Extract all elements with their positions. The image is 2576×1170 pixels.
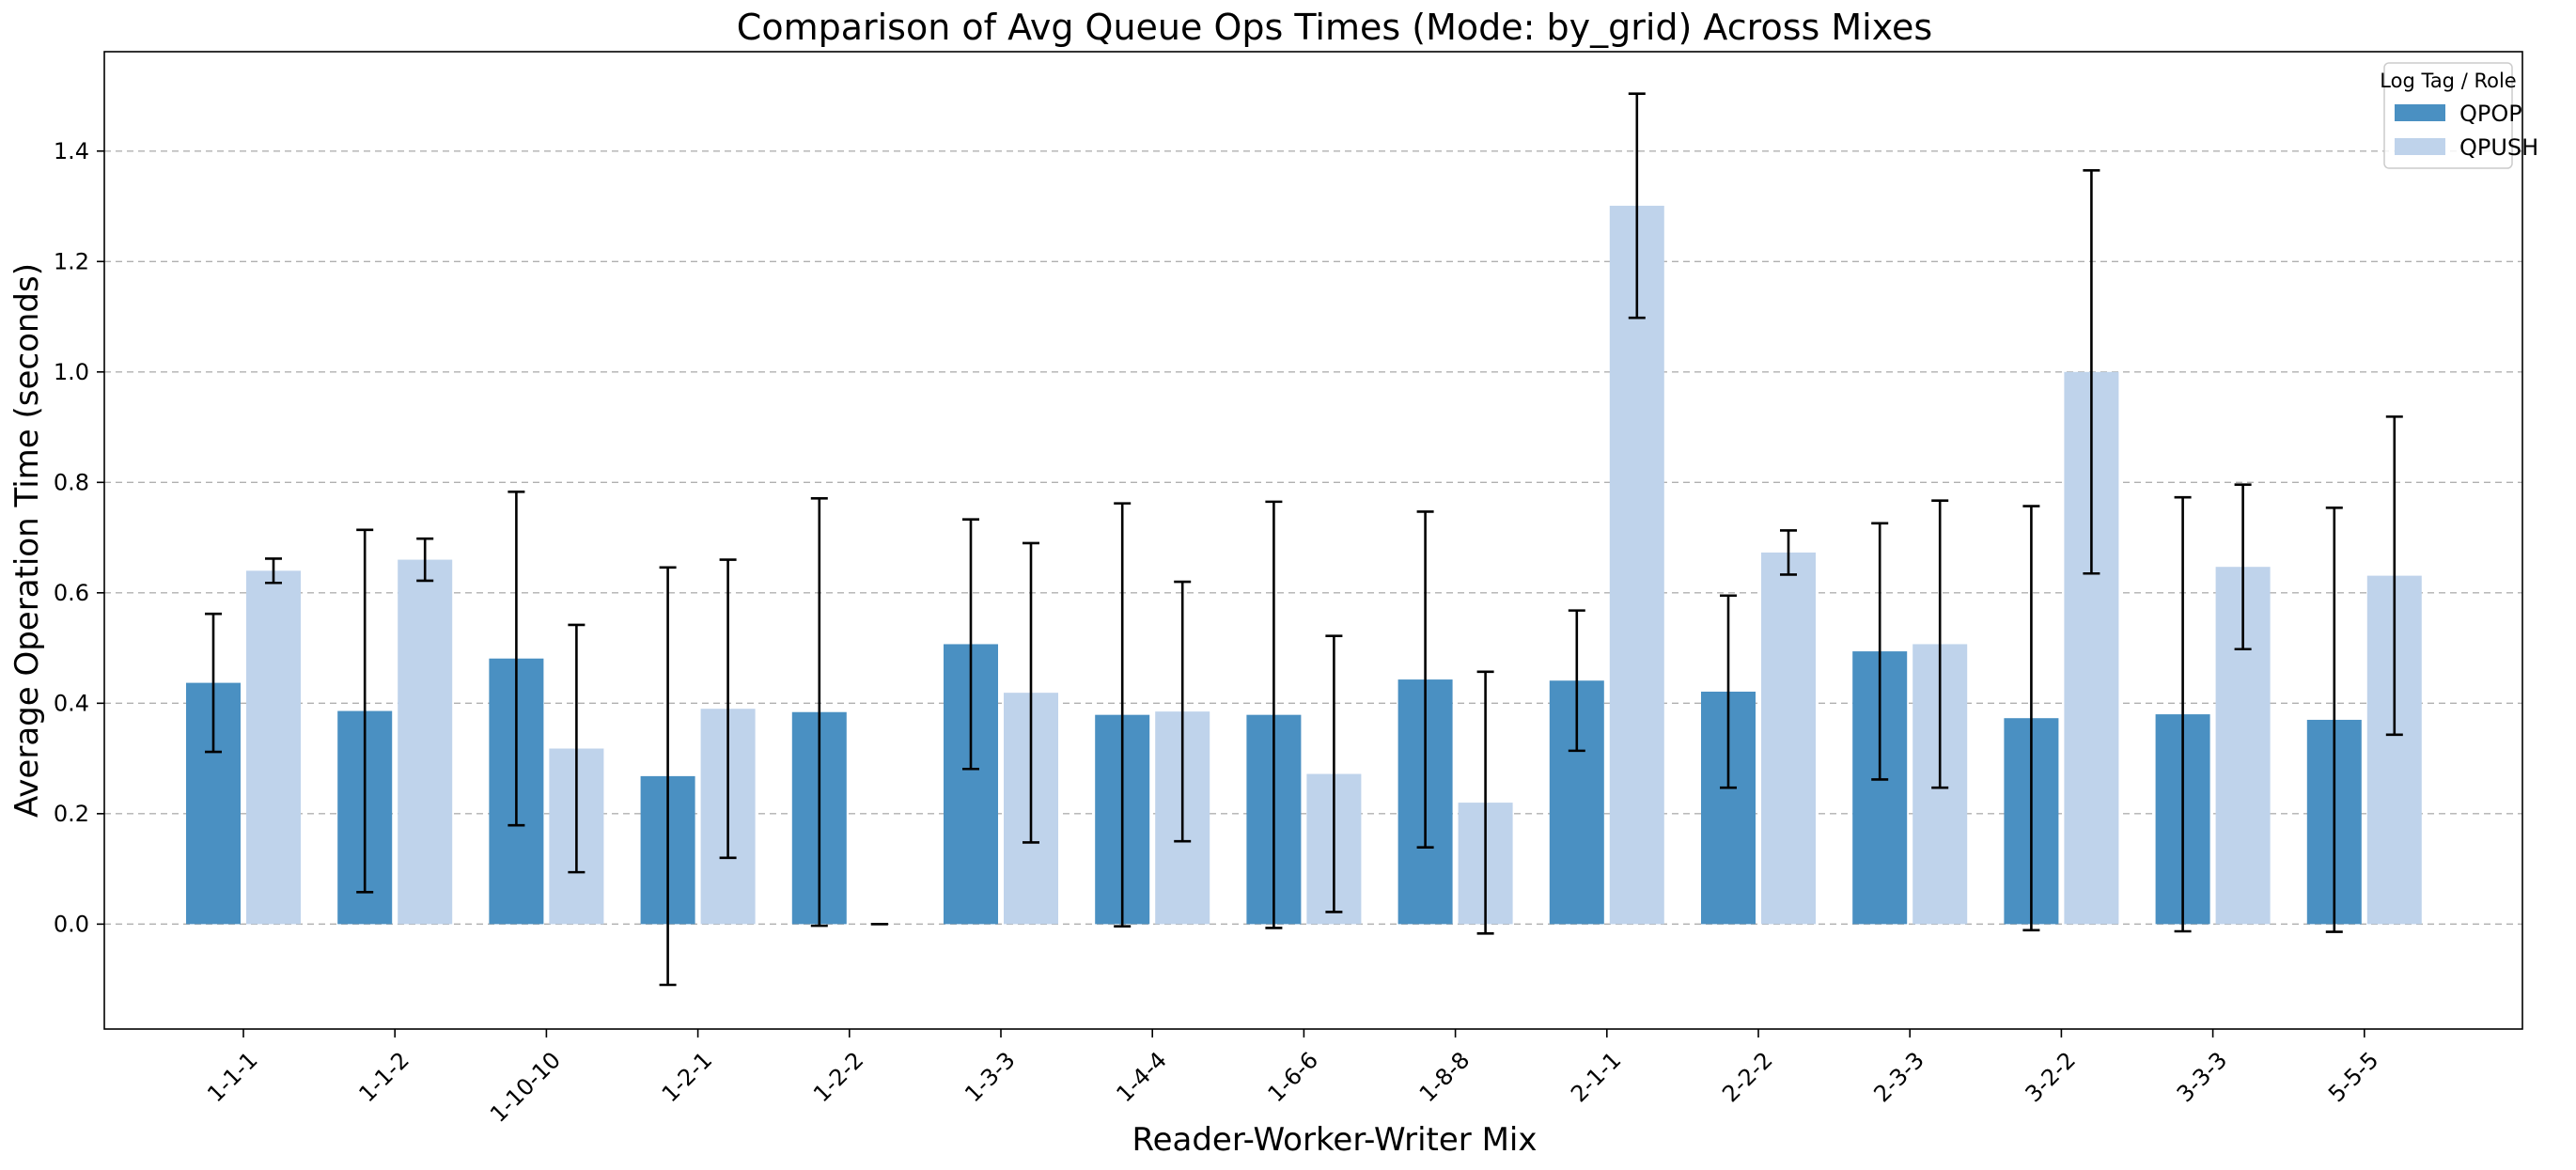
- error-bar-qpush-1-4-4: [1174, 580, 1192, 843]
- x-tick-label: 2-2-2: [1717, 1047, 1777, 1107]
- y-tick-label: 0.8: [54, 469, 89, 495]
- bar-qpush-2-1-1: [1609, 205, 1664, 925]
- legend: Log Tag / Role QPOP QPUSH: [2380, 62, 2538, 169]
- x-tick-label: 3-3-3: [2172, 1047, 2232, 1107]
- legend-label-qpush: QPUSH: [2459, 134, 2538, 161]
- x-tick-label: 1-1-2: [353, 1047, 414, 1107]
- x-tick-label: 1-2-1: [657, 1047, 717, 1107]
- error-bar-qpop-2-2-2: [1720, 594, 1737, 789]
- x-tick-label: 1-10-10: [485, 1047, 566, 1128]
- error-bar-qpop-1-2-1: [659, 566, 677, 987]
- error-bar-qpop-1-4-4: [1114, 502, 1132, 928]
- y-tick-label: 0.0: [54, 911, 89, 937]
- y-axis-ticks: 0.0 0.2 0.4 0.6 0.8 1.0 1.2 1.4: [54, 138, 104, 937]
- x-axis-ticks: 1-1-1 1-1-2 1-10-10 1-2-1 1-2-2 1-3-3 1-4-4 1-6…: [202, 1029, 2383, 1128]
- legend-swatch-qpush: [2395, 138, 2445, 155]
- bars: [186, 205, 2422, 925]
- error-bar-qpush-5-5-5: [2385, 415, 2403, 737]
- error-bar-qpush-3-3-3: [2234, 483, 2252, 651]
- x-tick-label: 1-3-3: [960, 1047, 1020, 1107]
- error-bar-qpop-1-2-2: [810, 497, 828, 928]
- x-tick-label: 1-4-4: [1111, 1047, 1171, 1107]
- error-bar-qpush-1-1-2: [416, 537, 434, 583]
- error-bar-qpush-1-10-10: [568, 623, 585, 874]
- error-bar-qpop-2-1-1: [1568, 609, 1585, 753]
- legend-title: Log Tag / Role: [2380, 70, 2516, 92]
- bar-qpush-1-1-1: [246, 570, 301, 925]
- error-bar-qpush-1-8-8: [1476, 670, 1494, 935]
- y-tick-label: 0.6: [54, 580, 89, 606]
- error-bar-qpush-3-2-2: [2083, 169, 2100, 575]
- y-tick-label: 1.4: [54, 138, 89, 164]
- error-bar-qpush-1-6-6: [1325, 634, 1343, 913]
- y-tick-label: 0.2: [54, 801, 89, 827]
- x-tick-label: 5-5-5: [2323, 1047, 2383, 1107]
- error-bar-qpush-1-2-1: [719, 558, 737, 860]
- error-bar-qpush-2-3-3: [1931, 499, 1949, 789]
- bar-qpush-1-1-2: [398, 559, 453, 925]
- error-bar-qpush-1-1-1: [265, 557, 282, 585]
- error-bar-qpush-2-2-2: [1780, 529, 1797, 576]
- y-tick-label: 1.0: [54, 359, 89, 385]
- error-bar-qpop-3-3-3: [2174, 495, 2192, 933]
- error-bars: [205, 92, 2403, 987]
- x-axis-label: Reader-Worker-Writer Mix: [1132, 1121, 1538, 1159]
- bar-qpush-2-2-2: [1761, 552, 1816, 925]
- y-tick-label: 0.4: [54, 690, 89, 716]
- error-bar-qpop-1-3-3: [962, 518, 979, 771]
- legend-label-qpop: QPOP: [2459, 101, 2522, 127]
- error-bar-qpush-1-3-3: [1023, 541, 1039, 844]
- x-tick-label: 2-1-1: [1566, 1047, 1626, 1107]
- x-tick-label: 1-6-6: [1263, 1047, 1323, 1107]
- error-bar-qpop-5-5-5: [2325, 507, 2343, 933]
- error-bar-qpush-2-1-1: [1628, 92, 1646, 320]
- y-axis-label: Average Operation Time (seconds): [8, 263, 46, 818]
- error-bar-qpop-1-6-6: [1265, 500, 1283, 929]
- error-bar-qpop-1-1-2: [356, 528, 374, 894]
- plot-frame: [103, 51, 2523, 1030]
- error-bar-qpop-3-2-2: [2022, 505, 2040, 932]
- error-bar-qpop-1-10-10: [507, 490, 525, 827]
- x-tick-label: 2-3-3: [1868, 1047, 1928, 1107]
- x-tick-label: 1-1-1: [202, 1047, 262, 1107]
- x-tick-label: 3-2-2: [2021, 1047, 2081, 1107]
- x-tick-label: 1-2-2: [808, 1047, 868, 1107]
- chart-title: Comparison of Avg Queue Ops Times (Mode:…: [737, 7, 1932, 48]
- legend-swatch-qpop: [2395, 104, 2445, 121]
- error-bar-qpop-2-3-3: [1871, 522, 1889, 781]
- error-bar-qpop-1-1-1: [205, 612, 222, 754]
- y-tick-label: 1.2: [54, 248, 89, 274]
- x-tick-label: 1-8-8: [1414, 1047, 1475, 1107]
- error-bar-qpop-1-8-8: [1416, 510, 1434, 849]
